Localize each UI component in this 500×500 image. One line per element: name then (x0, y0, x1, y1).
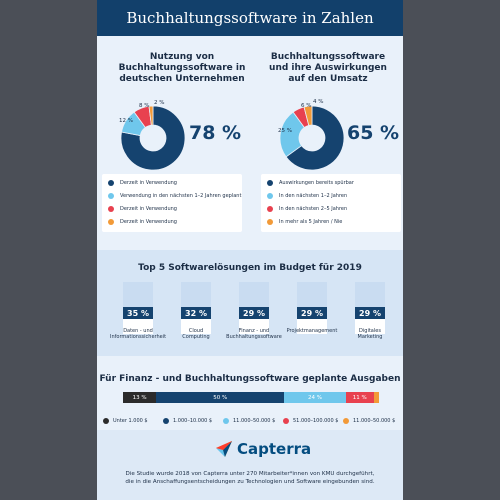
legend-item: Derzeit in Verwendung (108, 206, 177, 212)
stacked-bar-segment: 13 % (123, 392, 157, 403)
pie-1-slice-label: 12 % (119, 118, 133, 124)
legend-label: Auswirkungen bereits spürbar (279, 180, 354, 186)
legend-swatch (108, 206, 114, 212)
budget-bar-value: 29 % (239, 307, 269, 319)
stacked-bar-segment: 24 % (284, 392, 346, 403)
spending-title: Für Finanz - und Buchhaltungssoftware ge… (99, 374, 401, 384)
legend-item: Auswirkungen bereits spürbar (267, 180, 354, 186)
budget-bar-column: 29 % (297, 282, 327, 334)
pie-2-title: Buchhaltungssoftware und ihre Auswirkung… (269, 52, 387, 84)
pie-2-legend: Auswirkungen bereits spürbar In den näch… (261, 174, 401, 232)
capterra-logo: Capterra (215, 440, 311, 458)
title-banner: Buchhaltungssoftware in Zahlen (97, 0, 403, 36)
spending-legend-item: Unter 1.000 $ (103, 418, 148, 424)
legend-swatch (267, 180, 273, 186)
legend-label: In den nächsten 1–2 Jahren (279, 193, 348, 199)
pie-section: Nutzung von Buchhaltungssoftware in deut… (97, 36, 403, 250)
legend-item: In den nächsten 1–2 Jahren (267, 193, 347, 199)
legend-swatch (163, 418, 169, 424)
legend-label: Verwendung in den nächsten 1–2 Jahren ge… (120, 193, 242, 199)
pie-1-big-percent: 78 % (189, 122, 242, 144)
legend-swatch (267, 193, 273, 199)
legend-item: In mehr als 5 Jahren / Nie (267, 219, 342, 225)
pie-slice (148, 105, 154, 126)
footer-section: Capterra Die Studie wurde 2018 von Capte… (97, 430, 403, 500)
legend-swatch (267, 206, 273, 212)
pie-2-slice-label: 6 % (301, 103, 312, 109)
footer-text: Die Studie wurde 2018 von Capterra unter… (125, 471, 375, 485)
budget-category-label: Digitales Marketing (357, 328, 383, 340)
legend-swatch (108, 219, 114, 225)
budget-bar-value: 29 % (355, 307, 385, 319)
budget-section: Top 5 Softwarelösungen im Budget für 201… (97, 250, 403, 356)
legend-item: In den nächsten 2–5 Jahren (267, 206, 347, 212)
legend-label: 1.000–10.000 $ (173, 418, 213, 424)
stacked-bar-segment: 50 % (156, 392, 285, 403)
legend-item: Derzeit in Verwendung (108, 180, 177, 186)
pie-1-title: Nutzung von Buchhaltungssoftware in deut… (118, 52, 246, 84)
pie-slice (120, 105, 186, 171)
pie-chart-revenue (279, 105, 345, 171)
budget-bar-value: 32 % (181, 307, 211, 319)
legend-swatch (108, 193, 114, 199)
legend-item: Verwendung in den nächsten 1–2 Jahren ge… (108, 193, 241, 199)
legend-item: Derzeit in Verwendung (108, 219, 177, 225)
pie-slice (303, 105, 313, 126)
legend-swatch (103, 418, 109, 424)
pie-2-slice-label: 25 % (278, 128, 292, 134)
budget-bar-column: 35 % (123, 282, 153, 334)
legend-swatch (108, 180, 114, 186)
stacked-bar-segment: 11 % (345, 392, 374, 403)
legend-label: Derzeit in Verwendung (120, 206, 177, 212)
pie-1-slice-label: 8 % (139, 103, 150, 109)
budget-bar (355, 315, 385, 334)
page-title: Buchhaltungssoftware in Zahlen (126, 9, 374, 27)
pie-1-slice-label: 2 % (154, 100, 165, 106)
infographic-poster: Buchhaltungssoftware in Zahlen Nutzung v… (97, 0, 403, 500)
legend-label: In mehr als 5 Jahren / Nie (279, 219, 343, 225)
pie-2-slice-label: 4 % (313, 99, 324, 105)
legend-swatch (223, 418, 229, 424)
spending-legend-item: 1.000–10.000 $ (163, 418, 212, 424)
spending-legend-item: 11.000–50.000 $ (223, 418, 275, 424)
pie-1-legend: Derzeit in Verwendung Verwendung in den … (102, 174, 242, 232)
legend-label: 51.000–100.000 $ (293, 418, 339, 424)
pie-chart-usage (120, 105, 186, 171)
legend-swatch (343, 418, 349, 424)
spending-stacked-bar: 13 % 50 % 24 % 11 % (123, 392, 379, 403)
spending-legend-item: 11.000–50.000 $ (343, 418, 395, 424)
legend-swatch (267, 219, 273, 225)
budget-bar-value: 35 % (123, 307, 153, 319)
legend-label: Derzeit in Verwendung (120, 219, 177, 225)
pie-2-big-percent: 65 % (347, 122, 400, 144)
legend-label: 11.000–50.000 $ (233, 418, 276, 424)
pie-slice (285, 105, 345, 171)
budget-bar-value: 29 % (297, 307, 327, 319)
budget-bar-column: 29 % (239, 282, 269, 334)
legend-swatch (283, 418, 289, 424)
capterra-wordmark: Capterra (237, 440, 312, 458)
legend-label: 11.000–50.000 $ (353, 418, 396, 424)
budget-bar-column: 29 % (355, 282, 385, 334)
spending-legend: Unter 1.000 $ 1.000–10.000 $ 11.000–50.000… (97, 418, 403, 428)
budget-bar-column: 32 % (181, 282, 211, 334)
budget-category-label: Projektmanagement (286, 328, 338, 334)
budget-category-label: Finanz - und Buchhaltungssoftware (226, 328, 282, 340)
budget-bar (239, 315, 269, 334)
legend-label: Unter 1.000 $ (113, 418, 148, 424)
budget-title: Top 5 Softwarelösungen im Budget für 201… (138, 263, 362, 273)
legend-label: Derzeit in Verwendung (120, 180, 177, 186)
budget-category-label: Daten - und Informationssicherheit (110, 328, 167, 340)
budget-category-label: Cloud Computing (182, 328, 210, 340)
budget-bar (297, 315, 327, 334)
spending-legend-item: 51.000–100.000 $ (283, 418, 338, 424)
capterra-arrow-icon (216, 441, 232, 457)
spending-section: Für Finanz - und Buchhaltungssoftware ge… (97, 356, 403, 430)
stacked-bar-segment (373, 392, 379, 403)
legend-label: In den nächsten 2–5 Jahren (279, 206, 348, 212)
